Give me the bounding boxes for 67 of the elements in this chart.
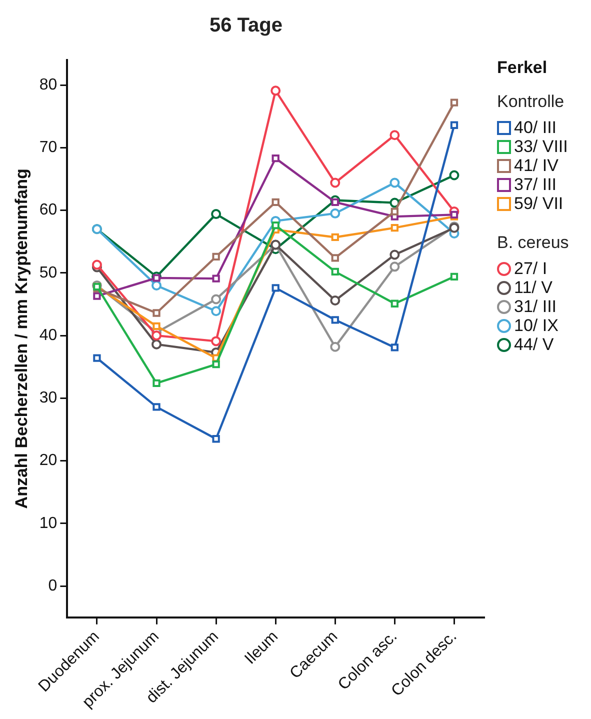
point [330, 178, 340, 188]
point [212, 435, 220, 443]
chart-title: 56 Tage [210, 14, 282, 37]
point [211, 209, 222, 220]
legend-label: 59/ VII [514, 194, 564, 214]
point [450, 272, 458, 281]
legend-label: 41/ IV [514, 156, 558, 176]
point [211, 294, 222, 304]
point [390, 130, 400, 140]
point [211, 336, 222, 346]
point [390, 250, 400, 260]
legend-label: 11/ V [514, 278, 552, 298]
point [152, 379, 160, 387]
point [212, 252, 220, 260]
point [450, 98, 458, 106]
point [330, 342, 340, 352]
point [390, 178, 400, 188]
point [152, 403, 160, 411]
y-tick-label: 40 [39, 326, 58, 344]
point [449, 170, 460, 180]
point [390, 300, 399, 308]
point [212, 274, 220, 282]
y-tick-label: 0 [48, 577, 58, 594]
point [152, 274, 160, 282]
point [212, 360, 220, 368]
point [272, 198, 280, 206]
point [272, 222, 280, 230]
y-tick-label: 20 [39, 452, 58, 470]
point [152, 339, 162, 350]
point [93, 354, 101, 362]
point [272, 154, 280, 162]
point [390, 208, 399, 216]
point [390, 224, 399, 232]
point [92, 260, 102, 270]
text: Kontrolle [497, 92, 566, 112]
point [270, 86, 281, 96]
point [330, 208, 340, 218]
text: B. cereus [497, 233, 569, 253]
y-tick-label: 10 [39, 514, 58, 532]
legend-title: Ferkel [497, 58, 548, 78]
y-tick-label: 60 [39, 202, 58, 219]
y-tick-label: 80 [39, 76, 58, 94]
legend-label: 10/ IX [514, 316, 558, 336]
legend-label: 44/ V [514, 334, 554, 354]
legend-label: 27/ I [514, 258, 548, 278]
y-tick-label: 70 [39, 139, 58, 156]
legend-label: 31/ III [514, 296, 557, 316]
point [331, 254, 339, 262]
legend-label: 40/ III [514, 118, 557, 138]
point [390, 262, 400, 272]
point [331, 316, 339, 324]
point [331, 233, 339, 242]
y-tick-label: 30 [39, 390, 58, 407]
point [390, 344, 399, 352]
point [272, 284, 280, 292]
legend-label: 33/ VIII [514, 136, 568, 156]
legend-label: 37/ III [514, 174, 557, 194]
point [331, 268, 339, 276]
point [330, 295, 340, 306]
point [450, 121, 458, 129]
point [152, 280, 162, 290]
point [331, 198, 339, 206]
y-axis-title: Anzahl Becherzellen / mm Kryptenumfang [12, 168, 31, 509]
point [93, 292, 101, 300]
y-tick-label: 50 [39, 264, 58, 282]
point [211, 306, 222, 316]
point [152, 309, 160, 317]
